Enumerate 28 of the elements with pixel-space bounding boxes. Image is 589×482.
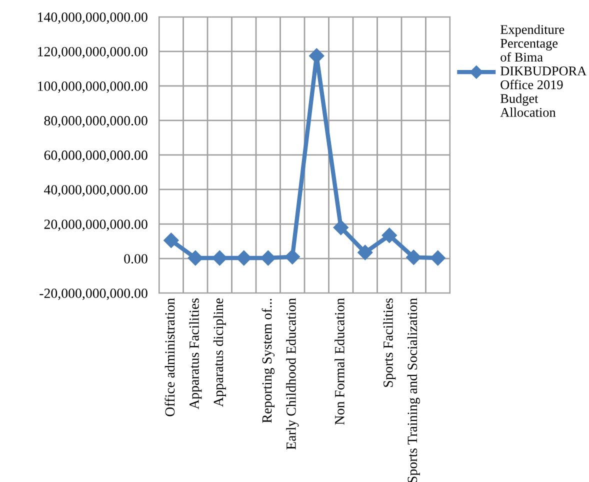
point [406, 250, 422, 265]
y-tick-label: 80,000,000,000.00 [44, 116, 148, 128]
legend-label: Expenditure Percentage of Bima DIKBUDPORA Office 2019 Budget Allocation [500, 24, 587, 117]
point [212, 250, 228, 266]
point [236, 250, 252, 266]
y-tick-label: 20,000,000,000.00 [44, 220, 148, 231]
point [333, 220, 348, 236]
y-tick-label: 100,000,000,000.00 [38, 82, 148, 93]
point [284, 249, 300, 264]
y-tick-label: -20,000,000,000.00 [40, 288, 148, 300]
y-tick-label: 40,000,000,000.00 [44, 185, 148, 196]
x-tick-label: Reporting System of... [262, 298, 275, 423]
x-tick-label: Sports Facilities [383, 298, 396, 387]
x-tick-label: Early Childhood Education [286, 298, 299, 450]
point [358, 244, 373, 260]
point [382, 228, 397, 243]
y-tick-label: 60,000,000,000.00 [44, 150, 148, 162]
y-tick-label: 0.00 [124, 254, 148, 264]
point [164, 232, 179, 248]
point [430, 250, 446, 266]
y-tick-label: 140,000,000,000.00 [38, 12, 148, 24]
x-tick-label: Non Formal Education [334, 298, 344, 425]
x-tick-label: Office administration [164, 298, 175, 416]
point [188, 250, 203, 266]
y-tick-label: 120,000,000,000.00 [38, 46, 148, 58]
x-tick-label: Apparatus dicipline [213, 298, 226, 407]
x-tick-label: Apparatus Facilities [189, 298, 202, 410]
point [260, 250, 276, 266]
